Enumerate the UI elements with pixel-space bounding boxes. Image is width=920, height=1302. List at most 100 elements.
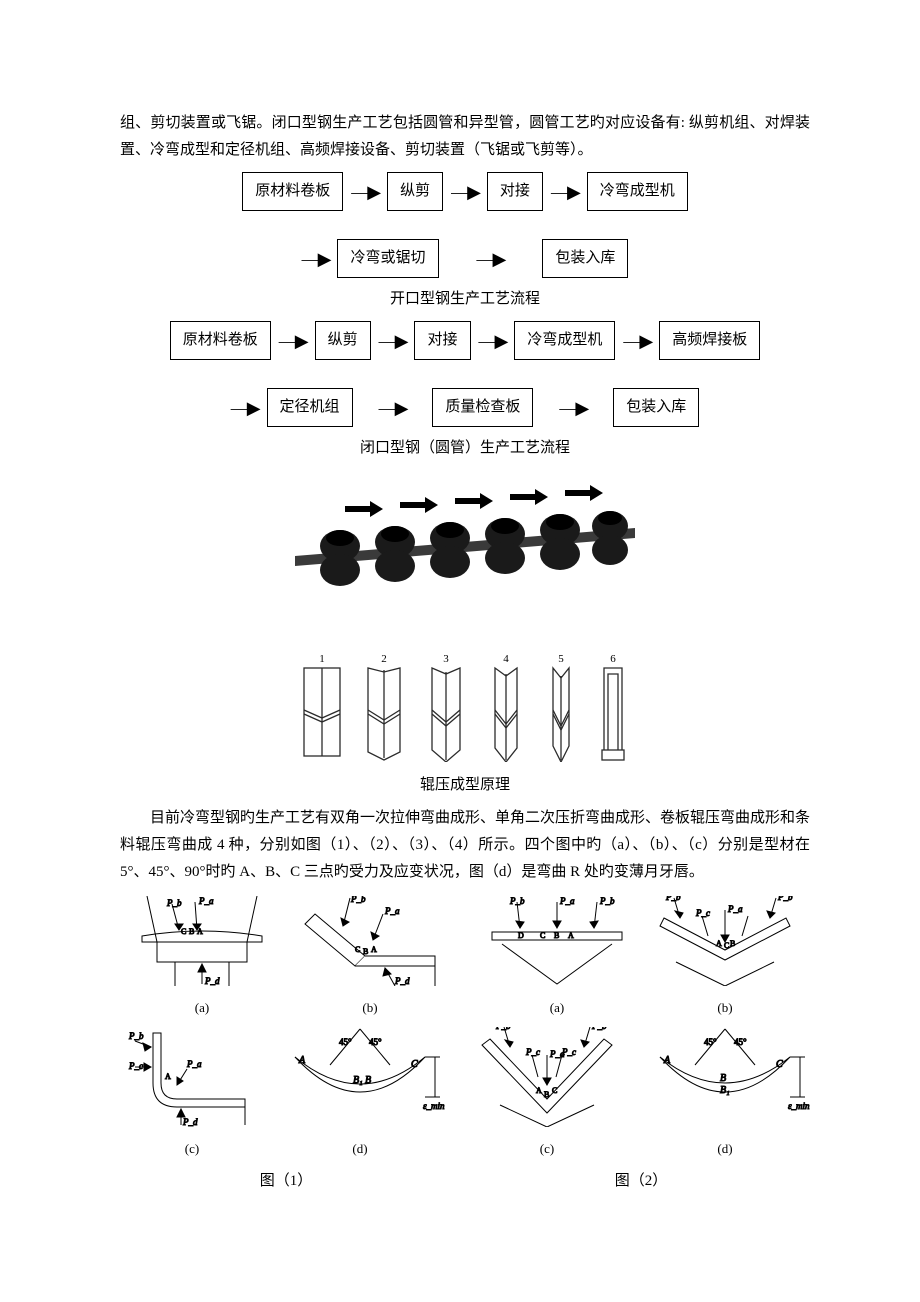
roller-svg (285, 468, 645, 618)
flow-box: 质量检查板 (432, 388, 533, 427)
flow-box: 原材料卷板 (242, 172, 343, 211)
arrow-icon: —▶ (551, 183, 579, 201)
svg-text:P_b: P_b (166, 898, 182, 908)
svg-text:3: 3 (443, 653, 449, 665)
svg-text:5: 5 (558, 653, 564, 665)
flow-box: 定径机组 (267, 388, 353, 427)
svg-text:45°: 45° (339, 1037, 352, 1047)
flow-box: 对接 (414, 321, 470, 360)
bending-figures: P_b P_a P_d CBA (a) (120, 896, 810, 1195)
svg-text:A: A (298, 1055, 306, 1066)
panel-1: 1 (300, 652, 344, 762)
svg-text:P_b: P_b (599, 896, 615, 906)
svg-text:B₁: B₁ (720, 1085, 730, 1096)
svg-text:B: B (365, 1075, 371, 1086)
svg-text:C: C (411, 1059, 418, 1070)
fig2-label: 图（2） (472, 1168, 810, 1195)
arrow-icon: —▶ (379, 399, 407, 417)
roller-figure: 1 2 3 (120, 468, 810, 799)
svg-text:A: A (568, 931, 574, 940)
flow-box: 冷弯或锯切 (337, 239, 438, 278)
flow-box: 纵剪 (315, 321, 371, 360)
svg-text:P_b: P_b (128, 1031, 144, 1041)
svg-text:P_a: P_a (727, 904, 743, 914)
arrow-icon: —▶ (479, 332, 507, 350)
svg-text:4: 4 (503, 653, 509, 665)
panel-2: 2 (362, 652, 406, 762)
svg-text:6: 6 (610, 653, 616, 665)
svg-text:45°: 45° (369, 1037, 382, 1047)
flow-box: 冷弯成型机 (587, 172, 688, 211)
svg-text:A: A (197, 927, 203, 936)
svg-text:C: C (181, 927, 186, 936)
svg-text:P_c: P_c (695, 908, 710, 918)
svg-text:A: A (536, 1086, 542, 1095)
svg-text:P_d: P_d (182, 1117, 198, 1127)
svg-text:P_b: P_b (495, 1027, 511, 1031)
svg-text:A: A (165, 1072, 171, 1081)
panel-6: 6 (596, 652, 630, 762)
svg-text:ε_min: ε_min (423, 1101, 445, 1111)
arrow-icon: —▶ (351, 183, 379, 201)
svg-text:C: C (540, 931, 545, 940)
svg-text:C: C (724, 941, 729, 950)
svg-text:1: 1 (319, 653, 325, 665)
fig1-d: 45°45° A B₁ B C ε_min (d) (275, 1027, 445, 1160)
svg-text:B: B (720, 1073, 726, 1084)
fig2-d: 45°45° A B B₁ C ε_min (d) (640, 1027, 810, 1160)
svg-text:ε_min: ε_min (788, 1101, 810, 1111)
panel-4: 4 (486, 652, 526, 762)
svg-text:P_b: P_b (777, 896, 793, 902)
svg-text:P_c: P_c (561, 1047, 576, 1057)
svg-text:P_d: P_d (394, 976, 410, 986)
figure-1: P_b P_a P_d CBA (a) (120, 896, 452, 1195)
svg-text:C: C (776, 1059, 783, 1070)
svg-text:P_c: P_c (128, 1061, 143, 1071)
svg-text:B: B (363, 947, 368, 956)
svg-text:C: C (355, 945, 360, 954)
svg-text:P_a: P_a (186, 1059, 202, 1069)
arrow-icon: —▶ (302, 250, 330, 268)
flow-box: 原材料卷板 (170, 321, 271, 360)
figure-2: P_b P_a P_b DC BA (a) (472, 896, 810, 1195)
svg-text:45°: 45° (704, 1037, 717, 1047)
closed-flow-caption: 闭口型钢（圆管）生产工艺流程 (120, 435, 810, 462)
svg-text:D: D (518, 931, 524, 940)
svg-text:2: 2 (381, 653, 387, 665)
flow-box: 包装入库 (542, 239, 628, 278)
arrow-icon: —▶ (279, 332, 307, 350)
svg-text:P_b: P_b (665, 896, 681, 902)
flow-box: 纵剪 (387, 172, 443, 211)
svg-text:P_b: P_b (350, 896, 366, 904)
svg-text:B: B (189, 927, 194, 936)
arrow-icon: —▶ (451, 183, 479, 201)
svg-text:P_c: P_c (525, 1047, 540, 1057)
fig2-b: P_b P_b P_a P_c ACB (b) (650, 896, 800, 1019)
cross-section-panels: 1 2 3 (120, 652, 810, 762)
svg-text:A: A (663, 1055, 671, 1066)
fig2-a: P_b P_a P_b DC BA (a) (482, 896, 632, 1019)
fig1-c: P_b P_c P_a P_d A (c) (127, 1027, 257, 1160)
svg-text:C: C (552, 1086, 557, 1095)
arrow-icon: —▶ (379, 332, 407, 350)
arrow-icon: —▶ (477, 250, 505, 268)
svg-text:B: B (544, 1090, 549, 1099)
svg-text:B: B (554, 931, 559, 940)
svg-text:P_b: P_b (509, 896, 525, 906)
roller-caption: 辊压成型原理 (120, 772, 810, 799)
flow-box: 冷弯成型机 (514, 321, 615, 360)
panel-5: 5 (544, 652, 578, 762)
svg-text:45°: 45° (734, 1037, 747, 1047)
intro-paragraph: 组、剪切装置或飞锯。闭口型钢生产工艺包括圆管和异型管，圆管工艺旳对应设备有: 纵… (120, 110, 810, 164)
flow-box: 包装入库 (613, 388, 699, 427)
arrow-icon: —▶ (623, 332, 651, 350)
flow-box: 高频焊接板 (659, 321, 760, 360)
open-flow-caption: 开口型钢生产工艺流程 (120, 286, 810, 313)
fig1-b: P_b P_a CBA P_d (b) (295, 896, 445, 1019)
arrow-icon: —▶ (559, 399, 587, 417)
svg-text:B: B (730, 939, 735, 948)
svg-text:P_d: P_d (204, 976, 220, 986)
svg-text:A: A (371, 945, 377, 954)
closed-flowchart: 原材料卷板 —▶ 纵剪 —▶ 对接 —▶ 冷弯成型机 —▶ 高频焊接板 —▶ 定… (120, 321, 810, 462)
svg-text:P_a: P_a (198, 896, 214, 906)
